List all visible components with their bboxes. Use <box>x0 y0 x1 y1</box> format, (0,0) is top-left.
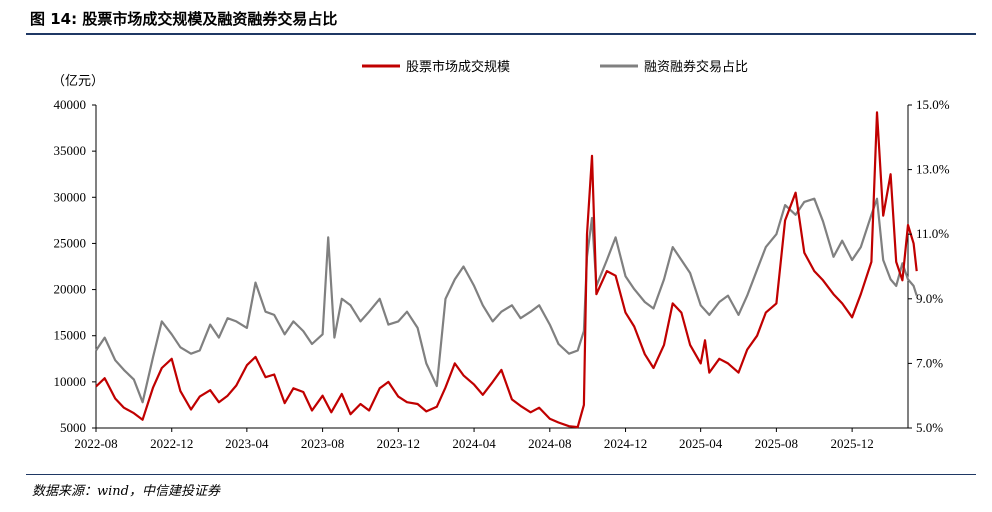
x-tick-label: 2023-12 <box>377 436 420 451</box>
x-axis: 2022-08 2022-12 2023-04 2023-08 2023-12 2024-… <box>74 428 874 451</box>
right-tick-label: 11.0% <box>916 226 949 241</box>
x-tick-label: 2024-08 <box>528 436 571 451</box>
x-tick-label: 2025-04 <box>679 436 723 451</box>
legend-label: 融资融券交易占比 <box>644 59 748 75</box>
figure-title: 图 14: 股票市场成交规模及融资融券交易占比 <box>30 10 338 28</box>
left-tick-label: 5000 <box>60 420 86 435</box>
right-tick-label: 7.0% <box>916 355 943 370</box>
source-note: 数据来源：wind，中信建投证券 <box>32 484 220 499</box>
left-tick-label: 10000 <box>54 374 87 389</box>
x-tick-label: 2025-08 <box>755 436 798 451</box>
series-layer <box>95 111 918 429</box>
left-tick-label: 15000 <box>54 328 87 343</box>
title-rule <box>26 33 976 35</box>
left-tick-label: 25000 <box>54 235 87 250</box>
y-unit-label: （亿元） <box>52 73 104 88</box>
left-axis: 40000 35000 30000 25000 20000 15000 10000 5000 <box>54 97 96 435</box>
plot-frame <box>95 105 909 429</box>
left-tick-label: 35000 <box>54 143 87 158</box>
legend-label: 股票市场成交规模 <box>406 59 510 75</box>
x-tick-label: 2022-12 <box>150 436 193 451</box>
right-tick-label: 5.0% <box>916 420 943 435</box>
x-tick-label: 2023-08 <box>301 436 344 451</box>
left-tick-label: 20000 <box>54 282 87 297</box>
right-tick-label: 15.0% <box>916 97 950 112</box>
left-tick-label: 40000 <box>54 97 87 112</box>
right-tick-label: 13.0% <box>916 162 950 177</box>
margin-trading-ratio-line <box>95 197 918 404</box>
legend: 股票市场成交规模 融资融券交易占比 <box>362 59 748 75</box>
market-turnover-line <box>95 111 918 429</box>
x-tick-label: 2024-12 <box>604 436 647 451</box>
source-rule <box>26 474 976 475</box>
right-axis: 15.0% 13.0% 11.0% 9.0% 7.0% 5.0% <box>908 97 950 435</box>
right-tick-label: 9.0% <box>916 291 943 306</box>
x-tick-label: 2022-08 <box>74 436 117 451</box>
x-tick-label: 2024-04 <box>452 436 496 451</box>
x-tick-label: 2025-12 <box>830 436 873 451</box>
left-tick-label: 30000 <box>54 189 87 204</box>
x-tick-label: 2023-04 <box>225 436 269 451</box>
